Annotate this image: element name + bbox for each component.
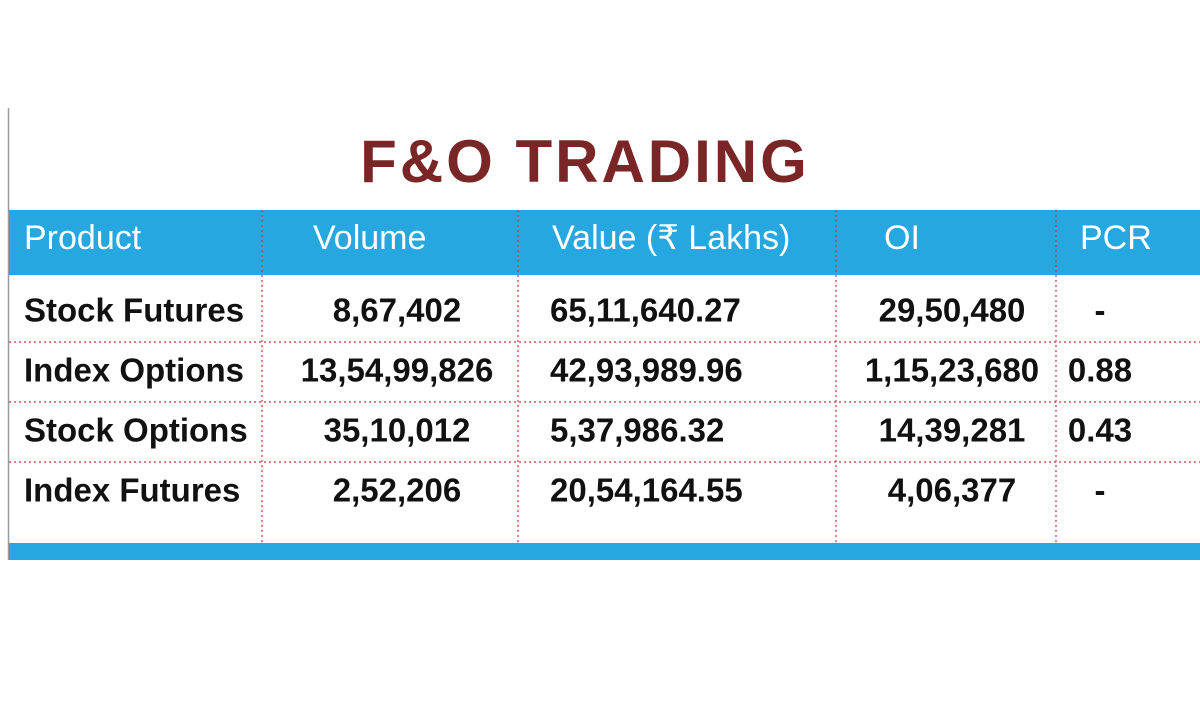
row-label: Index Futures: [24, 472, 240, 509]
table-cell: 42,93,989.96: [550, 352, 743, 389]
table-cell: 20,54,164.55: [550, 472, 743, 509]
table-cell: 8,67,402: [333, 292, 461, 329]
table-cell: -: [1095, 472, 1106, 509]
column-header: Value (₹ Lakhs): [552, 219, 790, 257]
table-cell: 1,15,23,680: [865, 352, 1039, 389]
column-header: Volume: [313, 219, 426, 257]
table-cell: 4,06,377: [888, 472, 1016, 509]
grid-lines: [9, 210, 1200, 543]
row-label: Stock Options: [24, 412, 248, 449]
column-header: Product: [24, 219, 142, 257]
table-cell: 0.43: [1068, 412, 1132, 449]
title: F&O TRADING: [360, 128, 810, 195]
table-cell: 13,54,99,826: [301, 352, 494, 389]
table-cell: 0.88: [1068, 352, 1132, 389]
column-header: OI: [884, 219, 920, 257]
header-bar: [9, 210, 1200, 275]
row-label: Index Options: [24, 352, 244, 389]
row-label: Stock Futures: [24, 292, 244, 329]
table-cell: 65,11,640.27: [550, 292, 741, 329]
table-cell: 2,52,206: [333, 472, 461, 509]
table-cell: 29,50,480: [879, 292, 1026, 329]
footer-bar: [9, 543, 1200, 560]
table-cell: 14,39,281: [879, 412, 1026, 449]
table-cell: 35,10,012: [324, 412, 471, 449]
table-cell: 5,37,986.32: [550, 412, 724, 449]
table-cell: -: [1095, 292, 1106, 329]
column-header: PCR: [1080, 219, 1152, 257]
